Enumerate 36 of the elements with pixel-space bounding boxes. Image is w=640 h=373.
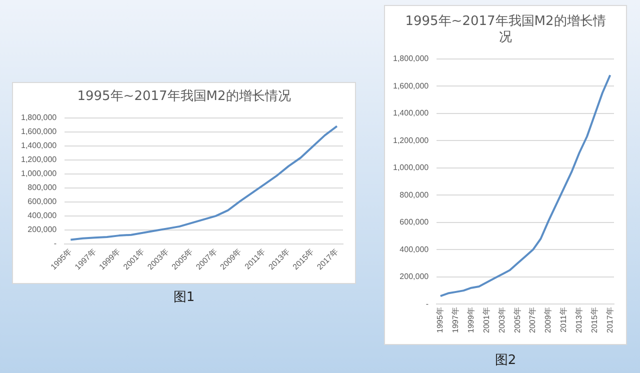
y-tick-label: 200,000 — [400, 272, 430, 282]
y-tick-label: 800,000 — [400, 190, 430, 200]
x-tick-label: 2007年 — [528, 307, 538, 333]
y-tick-label: 1,800,000 — [20, 113, 58, 122]
caption: 图1 — [172, 289, 196, 306]
y-tick-label: 400,000 — [400, 244, 430, 254]
x-tick-label: 2005年 — [512, 307, 522, 333]
y-tick-label: 1,600,000 — [392, 81, 430, 90]
chart-title: 1995年~2017年我国M2的增长情况 — [404, 14, 607, 46]
x-tick-label: 2015年 — [590, 307, 599, 333]
x-tick-label: 1999年 — [466, 307, 476, 333]
y-tick-label: 1,400,000 — [392, 108, 430, 118]
y-tick-label: 200,000 — [28, 225, 58, 234]
y-tick-label: 1,000,000 — [20, 169, 58, 178]
y-tick-label: 1,800,000 — [392, 54, 430, 64]
y-tick-label: 800,000 — [28, 183, 58, 192]
y-tick-label: 1,200,000 — [20, 155, 58, 164]
x-tick-label: 1995年 — [436, 307, 445, 333]
x-tick-label: 2011年 — [559, 307, 568, 332]
y-tick-label: 1,200,000 — [392, 136, 430, 145]
x-tick-label: 2017年 — [605, 307, 614, 333]
y-tick-label: 600,000 — [28, 197, 58, 206]
chart-title: 1995年~2017年我国M2的增长情况 — [76, 89, 292, 105]
x-tick-label: 2003年 — [497, 307, 506, 333]
y-tick-label: 400,000 — [28, 211, 58, 220]
y-tick-label: 600,000 — [400, 218, 430, 227]
x-tick-label: 2001年 — [482, 307, 491, 333]
caption: 图2 — [494, 352, 518, 369]
x-tick-label: 1997年 — [451, 307, 460, 333]
y-tick-label: 1,000,000 — [392, 163, 430, 172]
y-tick-label: - — [54, 239, 57, 248]
y-tick-label: 1,400,000 — [20, 141, 58, 150]
y-tick-label: - — [426, 299, 429, 308]
x-tick-label: 2009年 — [544, 307, 553, 333]
x-tick-label: 2013年 — [574, 307, 584, 333]
y-tick-label: 1,600,000 — [20, 127, 58, 136]
